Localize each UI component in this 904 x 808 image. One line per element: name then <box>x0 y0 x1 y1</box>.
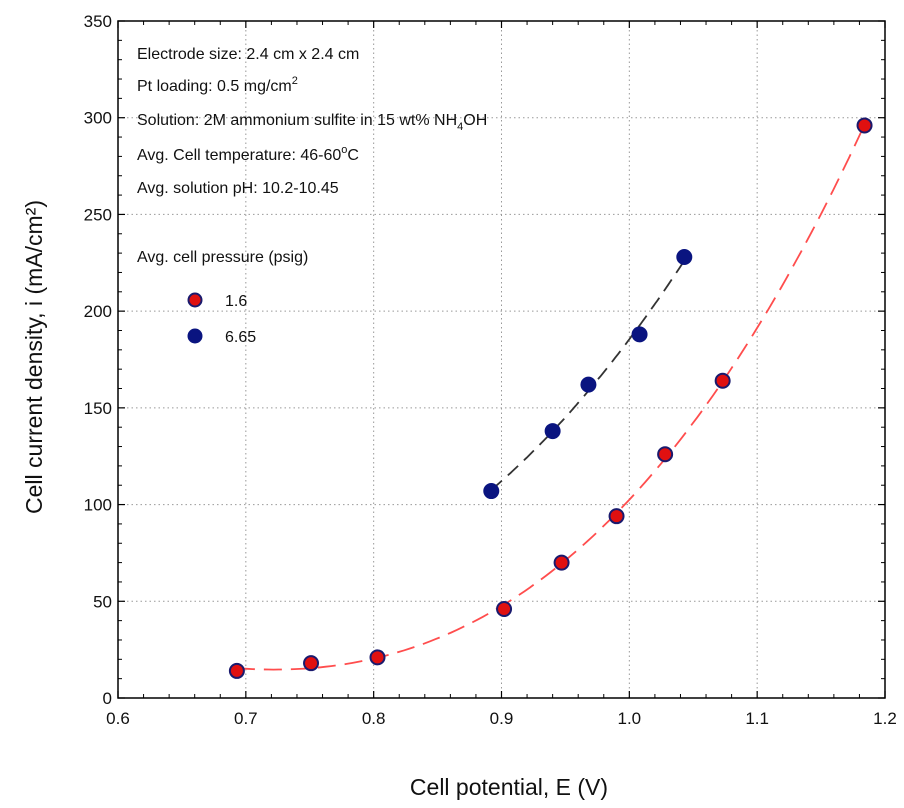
data-point-1-6 <box>608 508 625 525</box>
data-point-1-6 <box>856 117 873 134</box>
y-tick-label: 50 <box>93 592 112 611</box>
data-point-1-6 <box>657 446 674 463</box>
legend-label-6-65: 6.65 <box>225 329 256 346</box>
annotation-pt-loading: Pt loading: 0.5 mg/cm2 <box>137 75 298 95</box>
x-tick-label: 0.7 <box>234 709 258 728</box>
data-point-1-6 <box>714 372 731 389</box>
legend-title: Avg. cell pressure (psig) <box>137 249 308 266</box>
x-tick-label: 0.6 <box>106 709 130 728</box>
annotation-cell-temperature: Avg. Cell temperature: 46-60oC <box>137 144 359 164</box>
data-points <box>228 117 873 679</box>
fit-curves <box>236 124 866 671</box>
annotation-solution: Solution: 2M ammonium sulfite in 15 wt% … <box>137 112 487 133</box>
data-point-6-65 <box>631 326 648 343</box>
data-point-6-65 <box>544 423 561 440</box>
x-tick-label: 1.0 <box>618 709 642 728</box>
trend-curve-1-6 <box>236 124 866 671</box>
x-tick-label: 0.9 <box>490 709 514 728</box>
data-point-1-6 <box>369 649 386 666</box>
data-point-6-65 <box>676 248 693 265</box>
legend-label-1-6: 1.6 <box>225 293 247 310</box>
x-tick-label: 0.8 <box>362 709 386 728</box>
data-point-1-6 <box>228 662 245 679</box>
data-point-1-6 <box>553 554 570 571</box>
trend-curve-6-65 <box>490 260 686 491</box>
y-tick-label: 150 <box>84 399 112 418</box>
y-tick-label: 250 <box>84 205 112 224</box>
ticks: 0.6 0.7 0.8 0.9 1.0 1.1 1.2 0 50 100 150 200 250 300 3… <box>84 12 897 728</box>
y-tick-label: 0 <box>103 689 112 708</box>
x-tick-label: 1.2 <box>873 709 897 728</box>
grid <box>118 21 885 698</box>
legend-marker-1-6 <box>187 292 203 308</box>
annotation-electrode-size: Electrode size: 2.4 cm x 2.4 cm <box>137 46 359 63</box>
data-point-6-65 <box>483 483 500 500</box>
data-point-6-65 <box>580 376 597 393</box>
annotation-solution-ph: Avg. solution pH: 10.2-10.45 <box>137 180 339 197</box>
x-tick-label: 1.1 <box>745 709 769 728</box>
y-tick-label: 100 <box>84 496 112 515</box>
y-tick-label: 300 <box>84 109 112 128</box>
annotation-block: Electrode size: 2.4 cm x 2.4 cm Pt loadi… <box>137 46 487 197</box>
y-tick-label: 350 <box>84 12 112 31</box>
y-tick-label: 200 <box>84 302 112 321</box>
x-axis-title: Cell potential, E (V) <box>410 774 608 800</box>
data-point-1-6 <box>303 655 320 672</box>
plot-frame <box>117 20 886 699</box>
legend-marker-6-65 <box>187 328 203 344</box>
legend: Avg. cell pressure (psig) 1.6 6.65 <box>137 249 308 346</box>
data-point-1-6 <box>496 601 513 618</box>
y-axis-title: Cell current density, i (mA/cm²) <box>21 200 47 514</box>
